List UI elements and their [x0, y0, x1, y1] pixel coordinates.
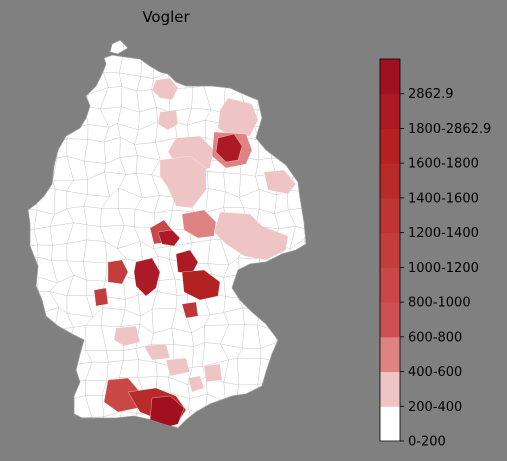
region-saxony-anhalt: [159, 155, 207, 209]
colorbar-segment: [380, 267, 400, 303]
colorbar-segment: [380, 302, 400, 338]
colorbar-segment: [380, 93, 400, 129]
colorbar: [379, 58, 401, 442]
colorbar-tick-label: 800-1000: [408, 296, 471, 311]
region-hesse-center: [157, 229, 181, 247]
map-title: Vogler: [142, 8, 190, 26]
region-wuerzburg: [133, 257, 161, 297]
colorbar-tick-label: 1000-1200: [408, 261, 479, 276]
region-stuttgart: [143, 343, 171, 361]
colorbar-segment: [380, 336, 400, 373]
colorbar-segment: [380, 197, 400, 234]
colorbar-tick-label: 400-600: [408, 365, 462, 380]
region-berlin-core: [215, 133, 243, 163]
colorbar-tick-label: 600-800: [408, 330, 462, 345]
region-bavaria-center: [165, 357, 223, 383]
colorbar-segment: [380, 128, 400, 164]
colorbar-segment: [380, 406, 400, 442]
colorbar-tick-label: 1200-1400: [408, 226, 479, 241]
colorbar-segment: [380, 232, 400, 268]
region-schleswig-east: [157, 109, 179, 131]
colorbar-tick-label: 2862.9: [408, 87, 454, 102]
region-lake-constance: [187, 375, 205, 393]
colorbar-segment: [380, 59, 400, 95]
region-nuremberg-south: [181, 301, 199, 319]
region-franconia-north: [175, 249, 199, 275]
region-rhein-main: [93, 259, 129, 307]
colorbar-frame: [379, 58, 401, 442]
germany-choropleth-map: [27, 39, 307, 429]
map-layer: [27, 39, 307, 429]
region-nuremberg: [181, 269, 221, 301]
colorbar-tick-label: 1400-1600: [408, 191, 479, 206]
colorbar-ticks: 0-200 200-400 400-600 600-800 800-1000 1000-1…: [400, 87, 491, 450]
colorbar-tick-label: 1800-2862.9: [408, 122, 491, 137]
region-thuringia-north: [181, 209, 217, 239]
region-saarland-east: [113, 325, 141, 347]
colorbar-segment: [380, 163, 400, 199]
colorbar-tick-label: 1600-1800: [408, 157, 479, 172]
region-saxony: [213, 211, 289, 261]
colorbar-tick-label: 0-200: [408, 435, 446, 450]
colorbar-segment: [380, 371, 400, 407]
region-brandenburg-south: [263, 169, 297, 195]
colorbar-tick-label: 200-400: [408, 400, 462, 415]
